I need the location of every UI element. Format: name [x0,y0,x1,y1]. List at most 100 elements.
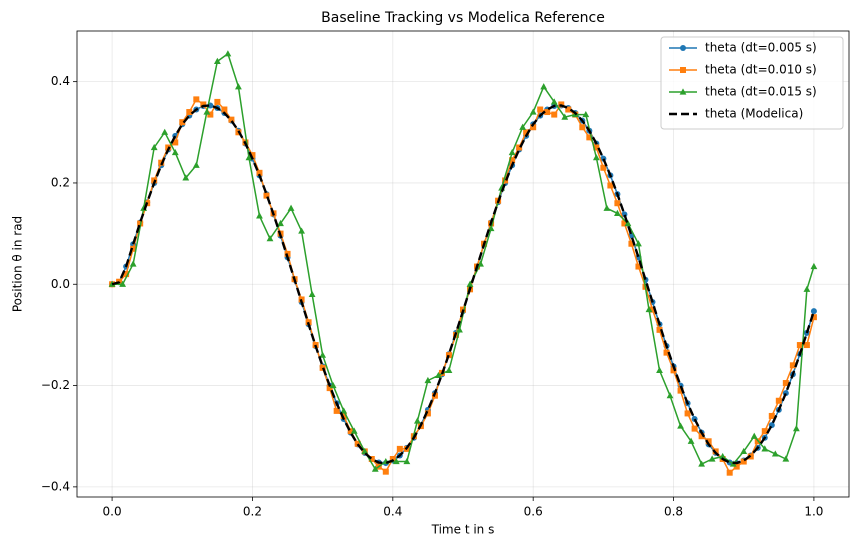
point [792,425,800,432]
x-tick-label: 1.0 [804,505,823,519]
point [529,108,537,115]
point [361,447,369,455]
point [684,410,691,417]
point [161,128,169,135]
point [347,428,354,435]
point [789,362,796,369]
point [266,235,274,242]
point [733,463,740,470]
point [761,428,768,435]
point [775,397,782,404]
point [340,412,347,419]
legend-label: theta (dt=0.005 s) [705,41,817,55]
x-tick-label: 0.4 [383,505,402,519]
point [593,144,600,151]
x-tick-label: 0.6 [524,505,543,519]
point [172,139,179,146]
point [245,154,253,161]
point [519,123,527,130]
point [670,367,677,374]
point [371,465,379,472]
point [677,387,684,394]
point [614,200,621,207]
point [466,280,474,287]
point [782,380,789,387]
point [249,152,256,159]
legend-label: theta (dt=0.010 s) [705,63,817,77]
point [551,111,558,118]
point [445,366,453,373]
point [624,219,632,227]
point [796,342,803,349]
point [687,437,695,444]
point [607,182,614,189]
point [319,351,327,358]
series [111,104,816,465]
point [708,455,716,462]
point [663,349,670,356]
point [782,455,790,462]
point [203,108,211,115]
point [256,212,263,219]
point [666,392,674,399]
point [628,240,635,247]
line [111,104,816,465]
point [537,106,544,113]
point [221,106,228,113]
point [403,457,411,465]
point [698,433,705,440]
point [119,280,127,287]
point [550,98,558,105]
point [656,366,663,373]
point [123,271,130,278]
point [509,157,516,164]
point [561,113,569,120]
point [333,407,340,414]
point [656,326,663,333]
point [445,352,452,359]
point [298,227,305,234]
point [771,450,779,457]
legend-marker [680,45,686,51]
x-tick-label: 0.2 [243,505,262,519]
chart-title: Baseline Tracking vs Modelica Reference [321,10,605,26]
legend-label: theta (dt=0.015 s) [705,85,817,99]
point [424,376,432,384]
point [726,469,733,476]
point [523,129,530,136]
point [186,109,193,116]
point [810,262,818,270]
point [192,161,200,168]
point [200,101,207,108]
point [565,106,572,113]
point [705,438,712,445]
point [213,57,221,64]
x-tick-label: 0.0 [103,505,122,519]
point [516,144,523,151]
point [649,306,656,313]
point [586,134,593,141]
point [319,364,326,371]
point [645,305,653,313]
point [544,109,551,116]
y-axis-label: Position θ in rad [11,216,25,312]
legend-label: theta (Modelica) [705,107,803,121]
point [435,371,442,379]
point [621,220,628,227]
legend-marker [679,88,687,95]
x-axis-label: Time t in s [431,523,495,537]
point [803,342,810,349]
point [691,425,698,432]
point [530,124,537,131]
point [810,314,817,321]
point [224,50,232,57]
legend-marker [680,67,686,73]
point [719,452,727,460]
y-tick-label: −0.2 [41,378,70,392]
point [228,116,235,123]
point [193,96,200,103]
point [508,148,516,156]
point [677,422,684,429]
point [207,111,214,118]
